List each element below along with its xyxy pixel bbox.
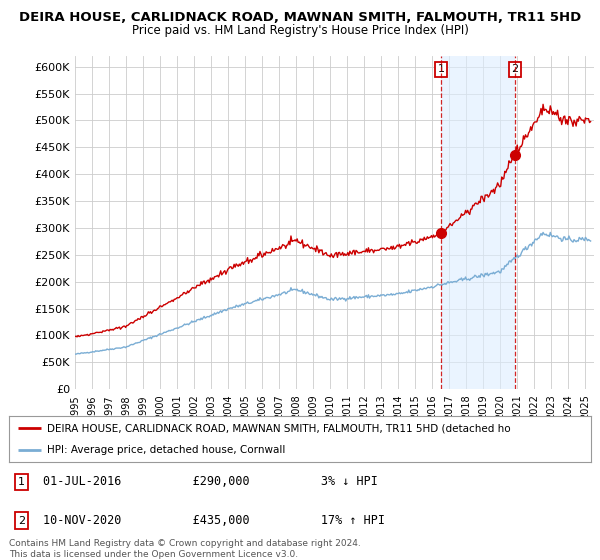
Text: DEIRA HOUSE, CARLIDNACK ROAD, MAWNAN SMITH, FALMOUTH, TR11 5HD: DEIRA HOUSE, CARLIDNACK ROAD, MAWNAN SMI…: [19, 11, 581, 24]
Text: 2: 2: [18, 516, 25, 525]
Text: Price paid vs. HM Land Registry's House Price Index (HPI): Price paid vs. HM Land Registry's House …: [131, 24, 469, 36]
Text: 10-NOV-2020          £435,000          17% ↑ HPI: 10-NOV-2020 £435,000 17% ↑ HPI: [43, 514, 385, 527]
Text: 2: 2: [511, 64, 518, 74]
Text: DEIRA HOUSE, CARLIDNACK ROAD, MAWNAN SMITH, FALMOUTH, TR11 5HD (detached ho: DEIRA HOUSE, CARLIDNACK ROAD, MAWNAN SMI…: [47, 423, 511, 433]
Text: Contains HM Land Registry data © Crown copyright and database right 2024.
This d: Contains HM Land Registry data © Crown c…: [9, 539, 361, 559]
Text: 1: 1: [437, 64, 445, 74]
Text: 01-JUL-2016          £290,000          3% ↓ HPI: 01-JUL-2016 £290,000 3% ↓ HPI: [43, 475, 377, 488]
Text: HPI: Average price, detached house, Cornwall: HPI: Average price, detached house, Corn…: [47, 445, 285, 455]
Bar: [441, 56, 515, 389]
Text: 1: 1: [19, 477, 25, 487]
